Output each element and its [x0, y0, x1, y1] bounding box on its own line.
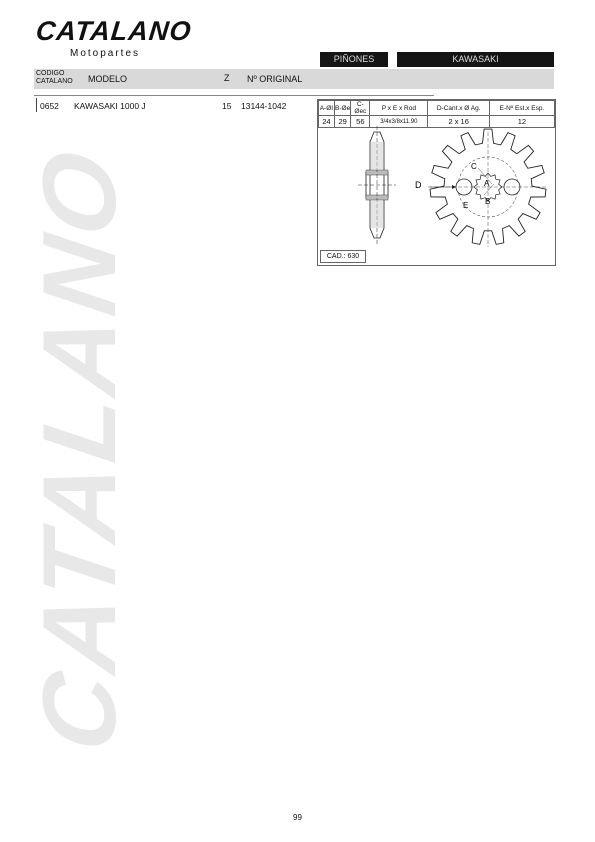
side-profile-hatch: [371, 142, 383, 228]
label-c: C: [471, 162, 477, 171]
spec-header-row: A-ØI B-Øe C-Øec P x E x Rod D-Cant.x Ø A…: [318, 100, 556, 116]
label-d: D: [415, 180, 422, 190]
header-divider: [34, 95, 434, 96]
spec-value-cell: 29: [333, 115, 352, 128]
product-original-number: 13144-1042: [241, 101, 287, 111]
label-b: B: [485, 197, 490, 206]
column-modelo: MODELO: [88, 74, 128, 84]
spec-header-cell: A-ØI: [318, 100, 335, 116]
spec-value-cell: 24: [318, 115, 335, 128]
spec-value-row: 24 29 56 3/4x3/8x11.90 2 x 16 12: [318, 115, 556, 128]
page-number: 99: [293, 813, 302, 822]
column-header-bar: [34, 69, 554, 89]
cad-reference: CAD.: 630: [320, 250, 366, 263]
category-tab[interactable]: PIÑONES: [320, 52, 388, 67]
brand-logo: CATALANO: [34, 16, 194, 46]
spec-value-cell: 2 x 16: [427, 115, 490, 128]
column-z: Z: [224, 73, 230, 83]
column-codigo-line1: CODIGO: [36, 70, 65, 77]
spec-header-cell: C-Øec: [350, 100, 371, 116]
spec-header-cell: B-Øe: [333, 100, 352, 116]
row-marker: [36, 98, 37, 112]
column-codigo: CODIGO CATALANO: [36, 70, 73, 86]
label-a: A: [484, 179, 490, 188]
product-code: 0652: [40, 101, 59, 111]
spec-card: A-ØI B-Øe C-Øec P x E x Rod D-Cant.x Ø A…: [317, 99, 556, 266]
spec-header-cell: E-Nº Est.x Esp.: [488, 100, 556, 116]
spec-header-cell: P x E x Rod: [369, 100, 429, 116]
sprocket-front-view: [428, 128, 548, 247]
product-teeth: 15: [222, 101, 232, 111]
watermark-text: CATALANO: [22, 141, 138, 758]
brand-subtitle: Motopartes: [70, 48, 141, 59]
spec-table: A-ØI B-Øe C-Øec P x E x Rod D-Cant.x Ø A…: [318, 100, 556, 128]
product-model: KAWASAKI 1000 J: [74, 101, 146, 111]
spec-value-cell: 12: [488, 115, 556, 128]
spec-header-cell: D-Cant.x Ø Ag.: [427, 100, 490, 116]
sprocket-diagram: D C A B E: [358, 126, 548, 247]
column-codigo-line2: CATALANO: [36, 78, 73, 85]
label-e: E: [463, 201, 468, 210]
column-original: Nº ORIGINAL: [247, 74, 303, 84]
make-tab[interactable]: KAWASAKI: [397, 52, 554, 67]
